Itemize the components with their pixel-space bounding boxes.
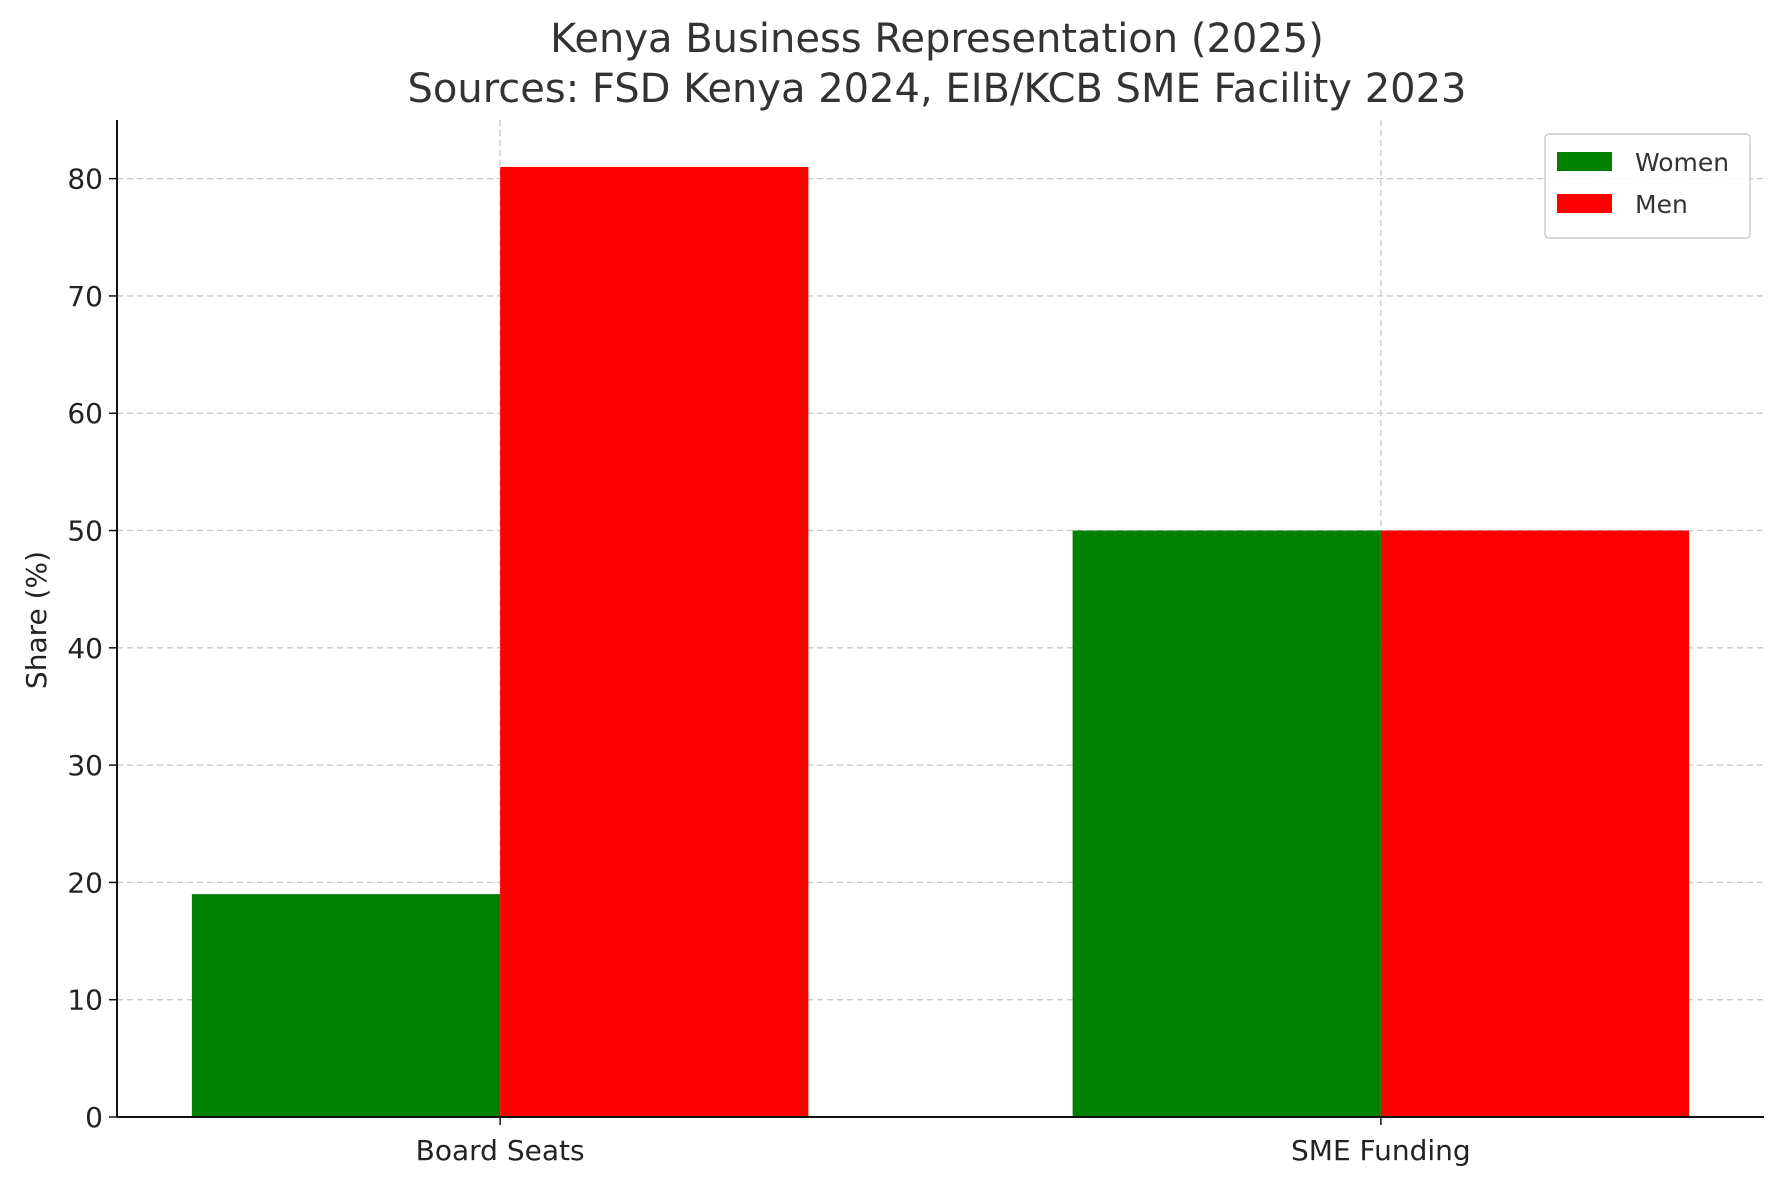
y-tick-label: 40 <box>67 632 103 665</box>
y-tick-label: 30 <box>67 749 103 782</box>
bar-men-1 <box>1380 530 1690 1117</box>
legend-label-women: Women <box>1635 148 1729 177</box>
y-tick-label: 20 <box>67 866 103 899</box>
y-tick-label: 70 <box>67 280 103 313</box>
chart-title: Kenya Business Representation (2025) <box>550 16 1324 62</box>
y-tick-label: 50 <box>67 515 103 548</box>
y-tick-label: 60 <box>67 397 103 430</box>
x-tick-label: SME Funding <box>1291 1134 1471 1167</box>
bar-women-0 <box>191 894 501 1117</box>
bars <box>191 166 1690 1117</box>
axes <box>116 120 1764 1118</box>
bar-women-1 <box>1072 530 1381 1117</box>
y-tick-label: 10 <box>67 984 103 1017</box>
x-axis-ticks: Board Seats SME Funding <box>416 1117 1471 1167</box>
bar-men-0 <box>500 166 809 1117</box>
legend-label-men: Men <box>1635 190 1688 219</box>
y-axis-label: Share (%) <box>20 551 53 689</box>
y-tick-label: 80 <box>67 163 103 196</box>
legend: Women Men <box>1544 133 1751 239</box>
legend-swatch-men <box>1557 194 1612 213</box>
legend-swatch-women <box>1557 152 1612 171</box>
y-tick-label: 0 <box>85 1101 103 1134</box>
y-axis-ticks: 0 10 20 30 40 50 60 70 80 <box>67 163 117 1134</box>
chart-subtitle: Sources: FSD Kenya 2024, EIB/KCB SME Fac… <box>407 66 1466 112</box>
x-tick-label: Board Seats <box>416 1134 585 1167</box>
